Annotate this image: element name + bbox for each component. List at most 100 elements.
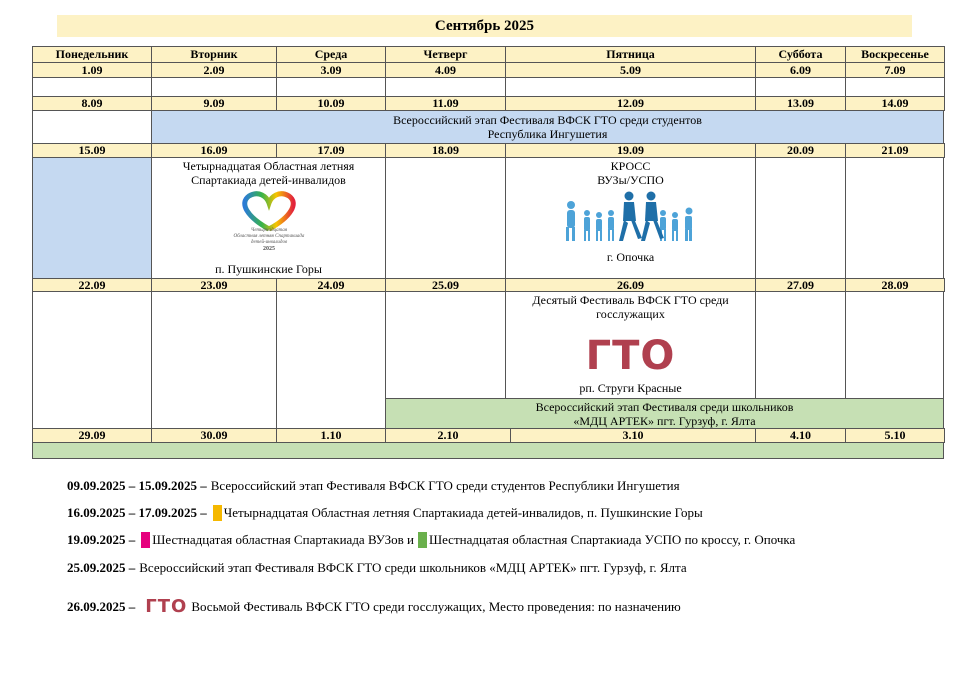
weekday-header: Пятница: [505, 46, 756, 63]
cell: [385, 77, 506, 97]
cell: [755, 77, 846, 97]
date-cell: 18.09: [385, 143, 506, 158]
date-cell: 21.09: [845, 143, 945, 158]
weekday-header: Воскресенье: [845, 46, 945, 63]
event-line: госслужащих: [596, 307, 665, 321]
date-cell: 12.09: [505, 96, 756, 111]
date-cell: 24.09: [276, 278, 386, 292]
event-cell: Десятый Фестиваль ВФСК ГТО среди госслуж…: [505, 291, 756, 399]
event-line: Десятый Фестиваль ВФСК ГТО среди: [532, 293, 729, 307]
event-line: Спартакиада детей-инвалидов: [191, 173, 346, 187]
date-cell: 29.09: [32, 428, 152, 443]
place: рп. Струги Красные: [579, 381, 682, 395]
cell: [505, 77, 756, 97]
legend-dates: 19.09.2025 –: [67, 532, 136, 547]
legend-text: Шестнадцатая областная Спартакиада ВУЗов…: [152, 532, 414, 547]
date-cell: 8.09: [32, 96, 152, 111]
heart: [241, 191, 296, 232]
color-marker: [141, 532, 151, 548]
date-cell: 9.09: [151, 96, 277, 111]
date-cell: 1.10: [276, 428, 386, 443]
cell: [32, 442, 944, 459]
weekday-header: Четверг: [385, 46, 506, 63]
cell: [845, 157, 944, 279]
date-cell: 19.09: [505, 143, 756, 158]
date-cell: 13.09: [755, 96, 846, 111]
date-cell: 4.09: [385, 62, 506, 78]
legend-text: Восьмой Фестиваль ВФСК ГТО среди госслуж…: [191, 598, 681, 614]
cell: [151, 77, 277, 97]
legend-text: Шестнадцатая областная Спартакиада УСПО …: [428, 532, 796, 547]
logo: Четырнадцатая Областная летняя Спартакиа…: [233, 191, 304, 252]
date-cell: 28.09: [845, 278, 945, 292]
date-cell: 5.10: [845, 428, 945, 443]
title: Сентябрь 2025: [57, 15, 912, 37]
date-cell: 6.09: [755, 62, 846, 78]
logo-text: 2025: [263, 246, 275, 252]
cell: [755, 157, 846, 279]
cell: [32, 157, 152, 279]
legend-item: 16.09.2025 – 17.09.2025 – Четырнадцатая О…: [67, 505, 703, 521]
color-marker: [212, 505, 222, 521]
date-cell: 4.10: [755, 428, 846, 443]
legend-item: 09.09.2025 – 15.09.2025 – Всероссийский э…: [67, 478, 680, 494]
legend-item: 19.09.2025 – Шестнадцатая областная Спарт…: [67, 532, 795, 548]
event-cell: Всероссийский этап Фестиваля среди школь…: [385, 398, 944, 429]
cell: [151, 291, 277, 429]
logo-text: Областная летняя Спартакиада: [233, 234, 304, 239]
cell: [385, 157, 506, 279]
weekday-header: Понедельник: [32, 46, 152, 63]
legend-text: Четырнадцатая Областная летняя Спартакиа…: [223, 505, 703, 520]
date-cell: 10.09: [276, 96, 386, 111]
legend-icon: ГТО: [145, 596, 188, 617]
event-cell: КРОСС ВУЗы/УСПО г. Опочка: [505, 157, 756, 279]
cell: [276, 291, 386, 429]
date-cell: 3.10: [510, 428, 756, 443]
place: г. Опочка: [606, 250, 655, 264]
event-line: Всероссийский этап Фестиваля ВФСК ГТО ср…: [393, 113, 702, 127]
date-cell: 2.10: [385, 428, 511, 443]
weekday-header: Суббота: [755, 46, 846, 63]
event-line: ВУЗы/УСПО: [597, 173, 664, 187]
date-cell: 30.09: [151, 428, 277, 443]
weekday-header: Среда: [276, 46, 386, 63]
cell: [32, 110, 152, 144]
legend-dates: 16.09.2025 – 17.09.2025 –: [67, 505, 207, 520]
cell: [276, 77, 386, 97]
legend-text: Всероссийский этап Фестиваля ВФСК ГТО ср…: [139, 560, 687, 575]
cell: [32, 77, 152, 97]
logo-text: Четырнадцатая: [250, 228, 287, 233]
date-cell: 11.09: [385, 96, 506, 111]
date-cell: 22.09: [32, 278, 152, 292]
date-cell: 16.09: [151, 143, 277, 158]
date-cell: 26.09: [505, 278, 756, 292]
event-line: «МДЦ АРТЕК» пгт. Гурзуф, г. Ялта: [573, 414, 756, 428]
legend-text: Всероссийский этап Фестиваля ВФСК ГТО ср…: [210, 478, 680, 493]
date-cell: 25.09: [385, 278, 506, 292]
date-cell: 7.09: [845, 62, 945, 78]
legend-item: 26.09.2025 – ГТО Восьмой Фестиваль ВФСК ГТ…: [67, 596, 681, 617]
cell: [32, 291, 152, 429]
date-cell: 2.09: [151, 62, 277, 78]
cell: [845, 291, 944, 399]
cell: [385, 291, 506, 399]
cell: [845, 77, 945, 97]
place: п. Пушкинские Горы: [215, 262, 322, 276]
logo: ГТО: [585, 333, 676, 379]
date-cell: 5.09: [505, 62, 756, 78]
weekday-header: Вторник: [151, 46, 277, 63]
legend-dates: 09.09.2025 – 15.09.2025 –: [67, 478, 207, 493]
date-cell: 23.09: [151, 278, 277, 292]
date-cell: 20.09: [755, 143, 846, 158]
event-line: Республика Ингушетия: [487, 127, 608, 141]
date-cell: 14.09: [845, 96, 945, 111]
cell: [755, 291, 846, 399]
runners: [565, 191, 692, 241]
event-cell: Четырнадцатая Областная летняя Спартакиа…: [151, 157, 386, 279]
date-cell: 17.09: [276, 143, 386, 158]
date-cell: 3.09: [276, 62, 386, 78]
event-line: Четырнадцатая Областная летняя: [182, 159, 355, 173]
date-cell: 27.09: [755, 278, 846, 292]
logo-text: детей-инвалидов: [250, 239, 287, 245]
